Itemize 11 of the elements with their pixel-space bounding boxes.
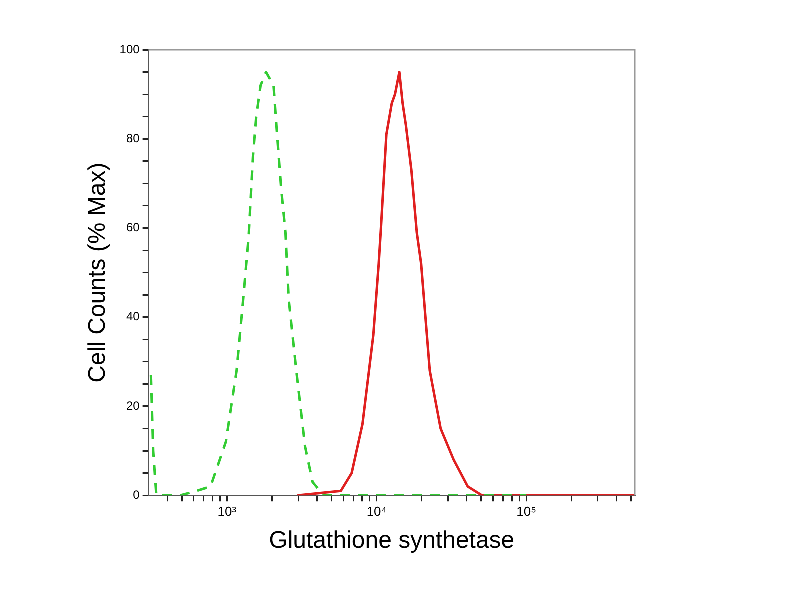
x-tick-label: 10⁵ <box>516 504 536 519</box>
y-axis-title: Cell Counts (% Max) <box>84 162 112 383</box>
x-tick-label: 10³ <box>218 504 238 519</box>
y-tick-label: 40 <box>126 310 140 324</box>
x-tick-label: 10⁴ <box>366 504 387 519</box>
y-tick-label: 100 <box>120 42 140 56</box>
y-tick-label: 80 <box>126 131 140 146</box>
y-tick-label: 0 <box>133 488 140 502</box>
x-axis-title: Glutathione synthetase <box>269 527 515 554</box>
y-tick-label: 60 <box>126 220 140 235</box>
y-tick-label: 20 <box>126 398 140 413</box>
